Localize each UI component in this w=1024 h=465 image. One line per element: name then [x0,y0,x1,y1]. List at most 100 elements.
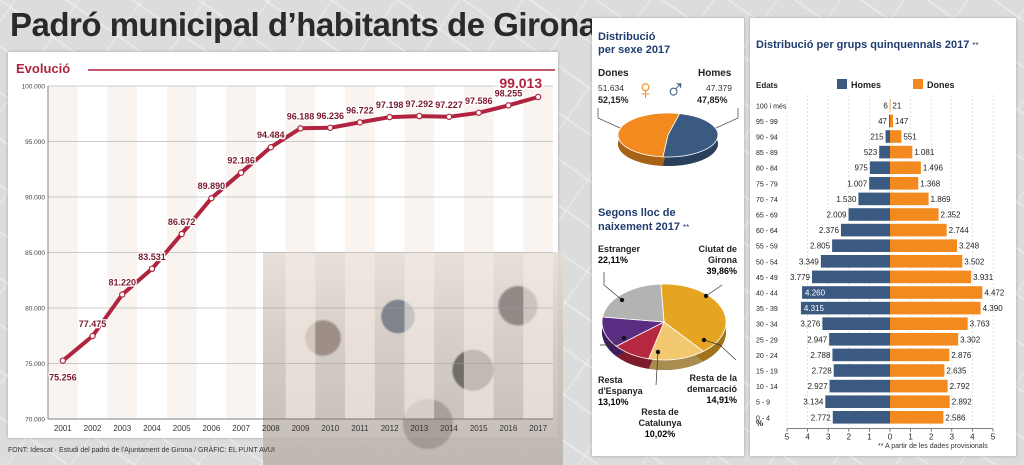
bar-dones [890,411,944,424]
birth-label-espanya: 13,10% [598,397,629,407]
birth-subtitle-text: naixement 2017 [598,221,680,233]
bar-homes [822,317,890,330]
pyramid-x-tick-label: 3 [950,433,955,442]
bar-homes [811,270,890,284]
data-point [178,230,185,238]
data-point [267,144,274,151]
bar-homes [800,301,890,315]
bar-label-homes: 3.349 [799,257,820,266]
data-point [416,112,423,120]
birth-label-girona: Girona [708,255,738,265]
data-label: 96.188 [287,111,315,121]
evolution-grid: 70.000 75.000 80.000 85.000 90.000 95.000 100.… [22,84,553,424]
pie-slice [648,321,705,361]
birth-label-demarcacio: 14,91% [706,395,737,405]
bar-homes [848,208,890,221]
data-label: 81.220 [108,277,136,287]
bar-dones [890,208,939,221]
leader-dot [621,335,627,341]
homes-leader [715,108,739,129]
x-tick-label: 2006 [202,424,220,433]
bar-dones [890,317,968,330]
data-point [297,125,304,132]
x-tick-label: 2007 [232,424,250,433]
age-group-label: 85 - 89 [756,150,778,157]
birthplace-chart: Segons lloc de naixement 2017 ** Estrang… [598,207,738,439]
bar-label-homes: 6 [883,101,888,110]
bar-label-dones: 3.931 [973,273,994,282]
data-point [534,93,542,101]
homes-pct: 47,85% [697,95,728,105]
sex-pie [597,108,739,166]
age-group-label: 45 - 49 [756,275,778,282]
age-group-label: 95 - 99 [756,119,778,126]
sex-subtitle-line1: Distribució [598,31,656,43]
bar-homes [869,177,890,190]
data-label: 86.672 [168,217,196,227]
bar-label-dones: 1.368 [920,179,941,188]
x-tick-label: 2008 [262,424,280,433]
y-tick-label: 85.000 [25,250,45,257]
bar-dones [890,177,919,190]
bar-label-dones: 2.792 [950,382,971,391]
pyramid-x-tick-label: 4 [805,433,810,442]
bar-label-dones: 3.248 [959,242,980,251]
birth-subtitle-mark: ** [683,223,689,232]
bar-label-homes: 2.772 [811,413,832,422]
evolution-x-ticks: 2001 2002 2003 2004 2005 2006 2007 2008 2009 2010… [48,418,553,433]
data-label: 96.236 [316,111,344,121]
leader-dot [703,293,709,299]
data-label: 97.198 [376,100,404,110]
bar-label-dones: 2.586 [945,413,966,422]
bar-label-dones: 1.869 [931,195,952,204]
bar-dones [890,239,958,252]
pyramid-chart: Distribució per grups quinquennals 2017 … [756,39,1005,442]
homes-label: Homes [698,68,732,79]
leader-dot [655,349,661,355]
leader-line [603,272,623,301]
x-tick-label: 2015 [470,424,488,433]
age-group-label: 50 - 54 [756,259,778,266]
bar-dones [890,223,947,237]
leader-line [655,351,659,386]
bar-label-dones: 4.472 [984,289,1005,298]
dones-leader [597,108,621,129]
bar-dones [890,161,921,174]
x-tick-label: 2017 [529,424,547,433]
age-group-label: 35 - 39 [756,306,778,313]
final-value-label: 99.013 [499,75,542,91]
birth-label-demarcacio: Resta de la [689,373,738,383]
birth-subtitle-line1: Segons lloc de [598,207,676,219]
x-tick-label: 2005 [173,424,191,433]
legend-homes-label: Homes [851,80,881,90]
bar-dones [890,348,950,362]
bar-label-homes: 3.134 [803,398,824,407]
data-label: 98.255 [495,88,523,98]
birth-label-demarcacio: demarcació [687,384,738,394]
bar-label-homes: 2.728 [812,367,833,376]
bar-dones [890,364,945,377]
bar-homes [879,145,890,159]
age-group-label: 5 - 9 [756,400,770,407]
bar-dones [890,333,959,346]
leader-line [703,339,737,361]
data-point [327,124,334,131]
data-label: 94.484 [257,130,285,140]
x-tick-label: 2012 [381,424,399,433]
data-point [89,332,96,340]
data-label: 97.227 [435,100,463,110]
bar-homes [832,411,890,424]
bar-label-homes: 3.276 [800,320,821,329]
bar-label-dones: 2.892 [952,398,973,407]
birth-label-catalunya: Catalunya [638,418,682,428]
y-tick-label: 100.000 [22,84,46,91]
bar-label-homes: 2.788 [810,351,831,360]
bar-homes [832,348,890,362]
bar-homes [840,223,890,237]
bar-label-dones: 1.081 [914,148,935,157]
data-point [208,195,215,202]
age-group-label: 100 i més [756,103,787,110]
data-point [505,102,512,109]
bar-label-homes: 4.260 [805,289,826,298]
